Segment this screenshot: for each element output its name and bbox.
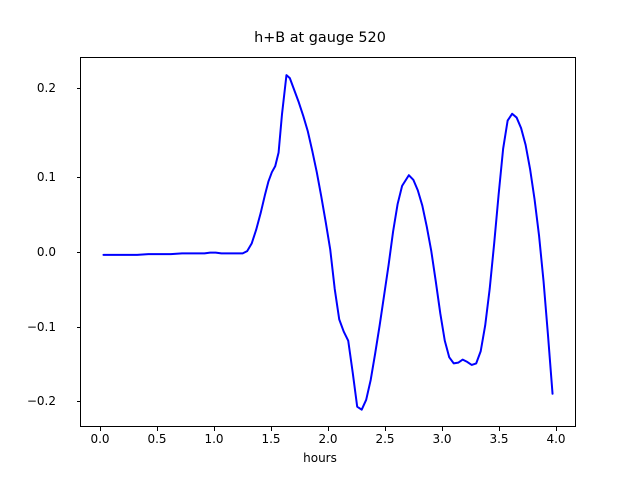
xtick-mark-7 <box>498 427 500 431</box>
ytick-label-1: 0.1 <box>36 170 56 184</box>
xtick-mark-6 <box>441 427 443 431</box>
xtick-label-1: 0.5 <box>147 432 167 446</box>
xtick-label-6: 3.0 <box>432 432 452 446</box>
chart-title: h+B at gauge 520 <box>254 30 386 46</box>
xtick-label-4: 2.0 <box>318 432 338 446</box>
xtick-mark-3 <box>270 427 272 431</box>
ytick-label-2: 0.0 <box>36 245 56 259</box>
xtick-mark-1 <box>156 427 158 431</box>
x-axis-label: hours <box>303 451 337 465</box>
xtick-mark-2 <box>213 427 215 431</box>
xtick-label-2: 1.0 <box>204 432 224 446</box>
ytick-mark-4 <box>76 401 80 403</box>
xtick-mark-4 <box>327 427 329 431</box>
xtick-label-3: 1.5 <box>261 432 281 446</box>
ytick-label-4: −0.2 <box>26 394 56 408</box>
xtick-mark-0 <box>99 427 101 431</box>
ytick-mark-0 <box>76 88 80 90</box>
xtick-label-5: 2.5 <box>375 432 395 446</box>
xtick-label-8: 4.0 <box>546 432 566 446</box>
ytick-label-3: −0.1 <box>26 320 56 334</box>
data-series-line <box>102 74 554 411</box>
ytick-label-0: 0.2 <box>36 81 56 95</box>
ytick-mark-3 <box>76 327 80 329</box>
xtick-mark-5 <box>384 427 386 431</box>
xtick-mark-8 <box>555 427 557 431</box>
plot-canvas <box>102 74 554 411</box>
ytick-mark-1 <box>76 177 80 179</box>
xtick-label-0: 0.0 <box>90 432 110 446</box>
ytick-mark-2 <box>76 252 80 254</box>
xtick-label-7: 3.5 <box>489 432 509 446</box>
plot-axes <box>80 57 576 427</box>
